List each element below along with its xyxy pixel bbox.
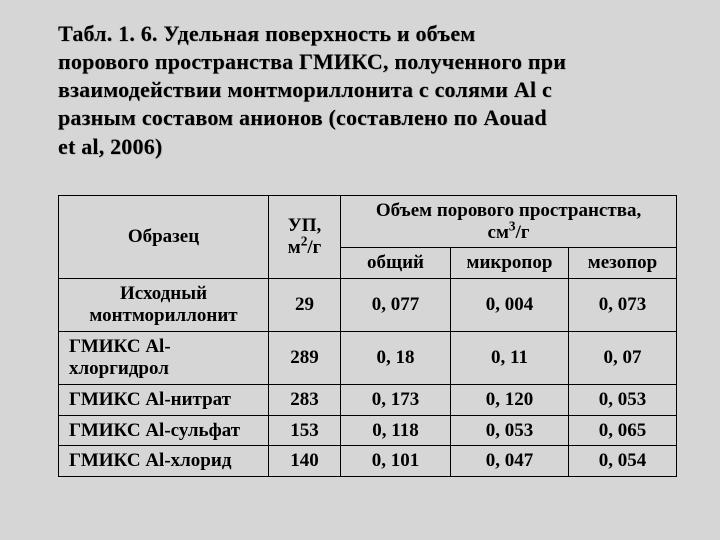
cell-micro: 0, 120: [451, 384, 569, 415]
table-row: ГМИКС Al-хлоргидрол2890, 180, 110, 07: [59, 332, 677, 385]
cell-micro: 0, 11: [451, 332, 569, 385]
cell-up: 289: [269, 332, 341, 385]
cell-meso: 0, 073: [569, 279, 677, 332]
caption-line: Табл. 1. 6. Удельная поверхность и объем: [58, 21, 476, 46]
cell-micro: 0, 004: [451, 279, 569, 332]
caption-line: взаимодействии монтмориллонита с солями …: [58, 77, 552, 102]
cell-meso: 0, 054: [569, 446, 677, 477]
col-header-sample: Образец: [59, 195, 269, 279]
data-table-wrap: Образец УП, м2/г Объем порового простран…: [58, 195, 678, 477]
cell-meso: 0, 065: [569, 415, 677, 446]
table-row: Исходный монтмориллонит290, 0770, 0040, …: [59, 279, 677, 332]
table-row: ГМИКС Al-нитрат2830, 1730, 1200, 053: [59, 384, 677, 415]
cell-micro: 0, 053: [451, 415, 569, 446]
data-table: Образец УП, м2/г Объем порового простран…: [58, 195, 677, 477]
cell-up: 140: [269, 446, 341, 477]
cell-meso: 0, 07: [569, 332, 677, 385]
cell-meso: 0, 053: [569, 384, 677, 415]
caption-line: разным составом анионов (составлено по A…: [58, 105, 547, 130]
header-row-1: Образец УП, м2/г Объем порового простран…: [59, 195, 677, 248]
table-caption: Табл. 1. 6. Удельная поверхность и объем…: [58, 20, 678, 161]
cell-total: 0, 118: [341, 415, 451, 446]
cell-total: 0, 173: [341, 384, 451, 415]
cell-up: 283: [269, 384, 341, 415]
cell-sample: Исходный монтмориллонит: [59, 279, 269, 332]
col-header-total: общий: [341, 248, 451, 279]
vol-unit-suffix: /г: [516, 222, 530, 243]
col-header-micro: микропор: [451, 248, 569, 279]
table-row: ГМИКС Al-хлорид1400, 1010, 0470, 054: [59, 446, 677, 477]
cell-total: 0, 077: [341, 279, 451, 332]
cell-sample: ГМИКС Al-хлоргидрол: [59, 332, 269, 385]
cell-sample: ГМИКС Al-хлорид: [59, 446, 269, 477]
vol-unit-sup: 3: [509, 218, 516, 233]
table-body: Исходный монтмориллонит290, 0770, 0040, …: [59, 279, 677, 477]
cell-up: 29: [269, 279, 341, 332]
caption-line: порового пространства ГМИКС, полученного…: [58, 49, 566, 74]
col-header-volume: Объем порового пространства, см3/г: [341, 195, 677, 248]
table-row: ГМИКС Al-сульфат1530, 1180, 0530, 065: [59, 415, 677, 446]
cell-sample: ГМИКС Al-нитрат: [59, 384, 269, 415]
col-header-meso: мезопор: [569, 248, 677, 279]
col-header-up: УП, м2/г: [269, 195, 341, 279]
cell-up: 153: [269, 415, 341, 446]
cell-micro: 0, 047: [451, 446, 569, 477]
cell-sample: ГМИКС Al-сульфат: [59, 415, 269, 446]
vol-unit-prefix: см: [488, 222, 509, 243]
caption-line: et al, 2006): [58, 134, 162, 159]
up-unit-prefix: м: [288, 237, 301, 258]
up-unit-suffix: /г: [307, 237, 321, 258]
cell-total: 0, 18: [341, 332, 451, 385]
cell-total: 0, 101: [341, 446, 451, 477]
